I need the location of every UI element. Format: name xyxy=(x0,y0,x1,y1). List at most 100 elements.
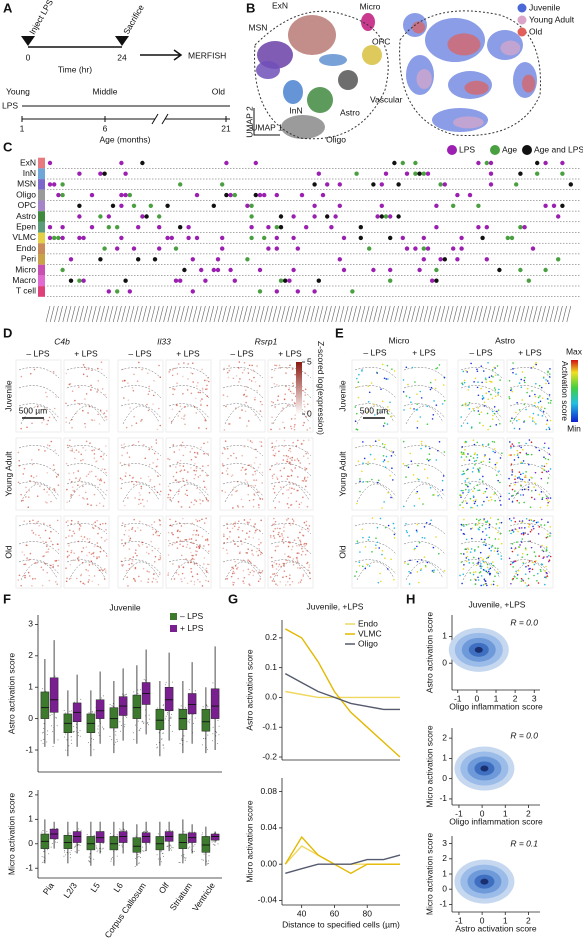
row-label: Peri xyxy=(21,254,36,264)
cell-dot xyxy=(96,556,99,558)
cell-dot xyxy=(545,497,548,500)
condition-label: – LPS xyxy=(128,348,151,358)
cell-dot xyxy=(465,557,468,559)
cell-dot xyxy=(120,560,123,563)
cell-dot xyxy=(462,492,464,494)
cell-dot xyxy=(461,382,463,385)
cell-dot xyxy=(272,530,275,533)
gene-dot xyxy=(417,171,422,176)
cell-dot xyxy=(524,527,526,529)
cell-dot xyxy=(278,364,281,367)
gene-dot xyxy=(341,267,347,273)
cell-dot xyxy=(302,496,304,499)
cell-dot xyxy=(359,551,361,553)
cell-dot xyxy=(527,453,530,456)
cell-dot xyxy=(535,521,538,524)
cell-dot xyxy=(546,536,549,538)
tissue-section xyxy=(457,437,505,511)
jitter-dot xyxy=(109,833,111,835)
cell-dot xyxy=(193,477,196,480)
cell-dot xyxy=(204,379,206,382)
gene-dot xyxy=(220,182,225,187)
gene-label-mark xyxy=(541,305,546,323)
cell-dot xyxy=(480,563,482,565)
cell-dot xyxy=(180,525,183,527)
cell-dot xyxy=(514,475,517,477)
cell-dot xyxy=(248,364,251,367)
cell-dot xyxy=(121,522,124,524)
cell-dot xyxy=(417,464,419,467)
cell-dot xyxy=(545,576,547,579)
cell-dot xyxy=(275,563,278,565)
cell-dot xyxy=(147,581,149,583)
cell-dot xyxy=(179,405,182,408)
cell-dot xyxy=(483,405,486,407)
condition-label: – LPS xyxy=(363,347,386,357)
gene-dot xyxy=(47,225,53,230)
gene-dot xyxy=(178,225,183,230)
cell-dot xyxy=(383,422,386,425)
cell-dot xyxy=(233,543,236,545)
cell-dot xyxy=(426,477,429,479)
cell-dot xyxy=(464,449,466,451)
gene-dot xyxy=(325,214,330,219)
cell-dot xyxy=(67,535,70,537)
cell-dot xyxy=(393,370,396,372)
cell-dot xyxy=(382,460,385,463)
cell-dot xyxy=(290,504,292,506)
tissue-section xyxy=(267,437,314,511)
cell-dot xyxy=(243,576,246,579)
cell-dot xyxy=(87,368,90,370)
cell-dot xyxy=(234,521,236,523)
cell-dot xyxy=(482,475,484,478)
jitter-dot xyxy=(88,857,90,859)
cell-dot xyxy=(298,506,300,509)
region-outline xyxy=(68,405,106,425)
cell-dot xyxy=(420,443,423,445)
cell-dot xyxy=(201,398,203,400)
cell-dot xyxy=(524,547,527,549)
cell-dot xyxy=(205,488,208,490)
cell-dot xyxy=(518,409,521,411)
gene-dot xyxy=(136,257,141,262)
cell-dot xyxy=(384,557,386,559)
cell-dot xyxy=(424,564,427,567)
cell-dot xyxy=(438,440,441,443)
cell-dot xyxy=(195,465,198,468)
cell-dot xyxy=(200,446,202,449)
region-outline xyxy=(168,403,210,419)
jitter-dot xyxy=(206,748,208,750)
cell-dot xyxy=(244,395,247,398)
cell-dot xyxy=(282,407,284,409)
cell-dot xyxy=(93,419,96,422)
cell-dot xyxy=(435,367,437,370)
gene-label-mark xyxy=(528,305,534,323)
cell-dot xyxy=(471,537,473,540)
gene-dot xyxy=(131,203,137,208)
cell-dot xyxy=(121,565,124,567)
jitter-dot xyxy=(133,738,135,740)
cell-dot xyxy=(516,577,518,580)
cell-dot xyxy=(366,481,369,483)
cell-dot xyxy=(295,445,298,447)
cell-dot xyxy=(378,439,380,441)
cell-dot xyxy=(158,558,160,561)
cell-dot xyxy=(536,405,539,408)
cell-dot xyxy=(167,531,170,534)
cell-dot xyxy=(463,563,465,566)
cell-dot xyxy=(514,481,517,484)
y-tick-label: -0.2 xyxy=(262,751,277,761)
cell-dot xyxy=(431,418,434,420)
cell-dot xyxy=(306,429,309,431)
cell-dot xyxy=(228,369,231,372)
cell-dot xyxy=(528,395,531,397)
cell-dot xyxy=(205,579,207,582)
cell-dot xyxy=(226,467,229,470)
cell-dot xyxy=(201,535,204,538)
cell-dot xyxy=(460,561,463,563)
cell-dot xyxy=(382,454,385,457)
cell-dot xyxy=(70,551,73,554)
gene-dot xyxy=(560,203,565,208)
cell-dot xyxy=(308,462,311,465)
jitter-dot xyxy=(55,839,57,841)
